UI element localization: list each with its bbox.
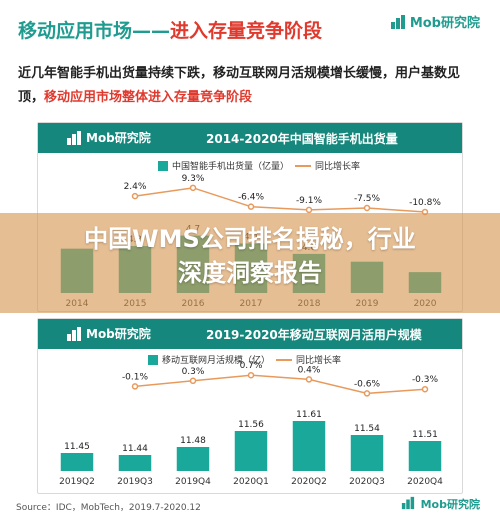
legend-mau: 移动互联网月活规模（亿） 同比增长率 <box>148 353 341 366</box>
bar <box>118 455 152 471</box>
legend-swatch-growth <box>276 358 293 361</box>
panel-logo-2: Mob研究院 <box>66 325 151 342</box>
growth-point <box>131 192 139 200</box>
chart-panel-mau: Mob研究院 2019-2020年移动互联网月活用户规模 移动互联网月活规模（亿… <box>37 318 463 494</box>
growth-label: 0.3% <box>182 367 205 377</box>
overlay-title-line1: 中国WMS公司排名揭秘，行业 <box>84 225 416 253</box>
growth-point <box>363 204 371 212</box>
bar-value-label: 11.44 <box>122 444 148 454</box>
bar <box>234 431 268 471</box>
legend-item-bars: 移动互联网月活规模（亿） <box>148 353 270 366</box>
mob-logo-icon <box>390 14 406 30</box>
growth-point <box>305 206 313 214</box>
legend-label-growth: 同比增长率 <box>296 356 342 366</box>
legend-item-growth: 同比增长率 <box>295 159 360 172</box>
x-tick-label: 2020Q4 <box>407 477 443 487</box>
growth-point <box>189 377 197 385</box>
growth-point <box>247 371 255 379</box>
growth-label: 2.4% <box>124 182 147 192</box>
growth-label: -0.1% <box>122 372 149 382</box>
bar <box>176 447 210 471</box>
panel-logo-text: Mob研究院 <box>86 131 151 145</box>
growth-point <box>305 376 313 383</box>
bar-value-label: 11.45 <box>64 442 90 452</box>
x-tick-label: 2019Q3 <box>117 477 153 487</box>
growth-point <box>189 184 197 192</box>
mob-logo-icon <box>66 326 82 342</box>
bar-value-label: 11.61 <box>296 410 322 420</box>
chart-title-shipments: 2014-2020年中国智能手机出货量 <box>206 132 398 146</box>
legend-label-growth: 同比增长率 <box>315 162 361 172</box>
overlay-banner <box>0 213 500 313</box>
panel-logo-1: Mob研究院 <box>66 129 151 146</box>
legend-label-bars: 移动互联网月活规模（亿） <box>162 356 271 366</box>
brand-logo-top: Mob研究院 <box>390 12 480 31</box>
legend-shipments: 中国智能手机出货量（亿量） 同比增长率 <box>158 159 360 172</box>
x-tick-label: 2019Q4 <box>175 477 211 487</box>
heading-dash: —— <box>132 20 171 42</box>
growth-point <box>247 203 255 210</box>
bar-value-label: 11.48 <box>180 436 206 446</box>
bar <box>60 453 94 471</box>
growth-label: -6.4% <box>238 193 265 203</box>
growth-label: -9.1% <box>296 196 323 206</box>
growth-point <box>363 390 371 397</box>
growth-label: -7.5% <box>354 194 381 204</box>
panel-logo-text: Mob研究院 <box>86 327 151 341</box>
description: 近几年智能手机出货量持续下跌，移动互联网月活规模增长缓慢，用户基数见顶，移动应用… <box>18 62 480 110</box>
chart-title-mau: 2019-2020年移动互联网月活用户规模 <box>206 328 422 342</box>
growth-label: 0.4% <box>298 365 321 375</box>
legend-label-bars: 中国智能手机出货量（亿量） <box>172 162 290 172</box>
slide-heading: 移动应用市场——进入存量竞争阶段 <box>18 16 322 43</box>
mob-logo-icon <box>401 496 417 512</box>
bar-value-label: 11.54 <box>354 424 380 434</box>
brand-logo-text: Mob研究院 <box>420 498 480 511</box>
brand-logo-text: Mob研究院 <box>409 16 480 31</box>
legend-swatch-growth <box>295 164 312 167</box>
legend-item-growth: 同比增长率 <box>276 353 341 366</box>
source-note: Source：IDC，MobTech，2019.7-2020.12 <box>16 503 201 513</box>
legend-swatch-bars <box>158 160 168 171</box>
legend-item-bars: 中国智能手机出货量（亿量） <box>158 159 289 172</box>
bar <box>292 421 326 471</box>
bar-value-label: 11.56 <box>238 420 264 430</box>
mob-logo-icon <box>66 130 82 146</box>
chart-header-mau: Mob研究院 2019-2020年移动互联网月活用户规模 <box>38 319 462 349</box>
overlay-title-line2: 深度洞察报告 <box>178 259 322 287</box>
heading-part1: 移动应用市场 <box>18 20 133 42</box>
overlay-title: 中国WMS公司排名揭秘，行业 深度洞察报告 <box>0 222 500 290</box>
x-tick-label: 2019Q2 <box>59 477 95 487</box>
bar-value-label: 11.51 <box>412 430 438 440</box>
chart-header-shipments: Mob研究院 2014-2020年中国智能手机出货量 <box>38 123 462 153</box>
growth-label: 0.7% <box>240 361 263 371</box>
description-normal: 近几年智能手机出货量持续下跌，移动互联网月活规模增长缓慢，用户基数见顶， <box>18 66 461 105</box>
growth-line <box>134 374 426 395</box>
legend-swatch-bars <box>148 354 158 365</box>
growth-line <box>134 187 426 213</box>
x-tick-label: 2020Q2 <box>291 477 327 487</box>
x-tick-label: 2020Q3 <box>349 477 385 487</box>
description-highlight: 移动应用市场整体进入存量竞争阶段 <box>44 90 253 105</box>
growth-point <box>421 385 429 393</box>
heading-part2: 进入存量竞争阶段 <box>170 20 323 42</box>
growth-point <box>131 383 139 390</box>
brand-logo-bottom: Mob研究院 <box>401 496 480 512</box>
growth-label: -0.6% <box>354 379 381 389</box>
growth-label: -10.8% <box>409 198 441 208</box>
growth-label: -0.3% <box>412 375 439 385</box>
bar <box>350 435 384 471</box>
bar <box>408 441 442 471</box>
growth-label: 9.3% <box>182 174 205 184</box>
chart-mau-svg: 11.45 2019Q2 11.44 2019Q3 11.48 2019Q4 11.56 20… <box>59 361 443 487</box>
x-tick-label: 2020Q1 <box>233 477 269 487</box>
